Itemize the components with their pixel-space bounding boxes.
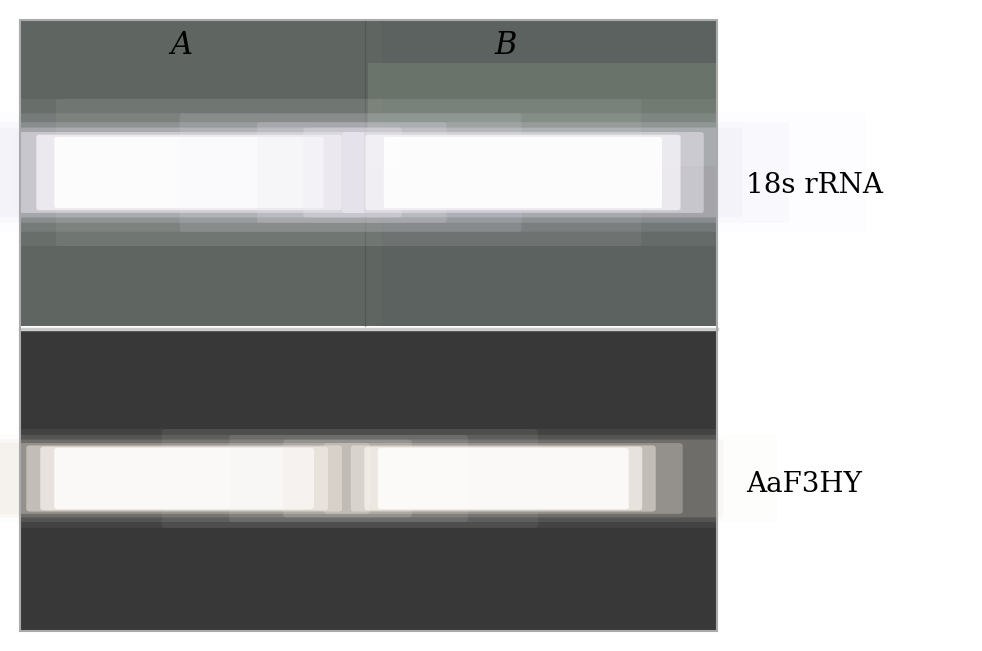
FancyBboxPatch shape	[0, 443, 370, 514]
FancyBboxPatch shape	[384, 137, 662, 208]
FancyBboxPatch shape	[0, 113, 521, 232]
FancyBboxPatch shape	[36, 135, 342, 210]
FancyBboxPatch shape	[378, 448, 628, 509]
FancyBboxPatch shape	[364, 447, 642, 510]
FancyBboxPatch shape	[0, 99, 641, 246]
FancyBboxPatch shape	[229, 435, 777, 522]
FancyBboxPatch shape	[0, 128, 402, 217]
FancyBboxPatch shape	[324, 443, 682, 514]
Bar	[20, 20, 382, 325]
FancyBboxPatch shape	[0, 122, 447, 223]
Bar	[20, 20, 717, 325]
Bar	[20, 329, 717, 631]
FancyBboxPatch shape	[342, 132, 704, 213]
FancyBboxPatch shape	[0, 435, 467, 522]
FancyBboxPatch shape	[162, 429, 845, 528]
Text: A: A	[171, 30, 192, 61]
Text: AaF3HY: AaF3HY	[746, 471, 862, 499]
FancyBboxPatch shape	[365, 135, 681, 210]
FancyBboxPatch shape	[0, 429, 538, 528]
FancyBboxPatch shape	[56, 99, 982, 246]
FancyBboxPatch shape	[27, 445, 342, 512]
Bar	[20, 20, 717, 631]
Bar	[368, 63, 717, 166]
FancyBboxPatch shape	[54, 137, 324, 208]
FancyBboxPatch shape	[0, 439, 412, 518]
FancyBboxPatch shape	[257, 122, 789, 223]
FancyBboxPatch shape	[303, 128, 742, 217]
FancyBboxPatch shape	[54, 448, 314, 509]
FancyBboxPatch shape	[180, 113, 866, 232]
FancyBboxPatch shape	[40, 447, 328, 510]
Text: B: B	[495, 30, 517, 61]
FancyBboxPatch shape	[351, 445, 656, 512]
FancyBboxPatch shape	[14, 132, 364, 213]
FancyBboxPatch shape	[283, 439, 723, 518]
Text: 18s rRNA: 18s rRNA	[746, 172, 884, 199]
